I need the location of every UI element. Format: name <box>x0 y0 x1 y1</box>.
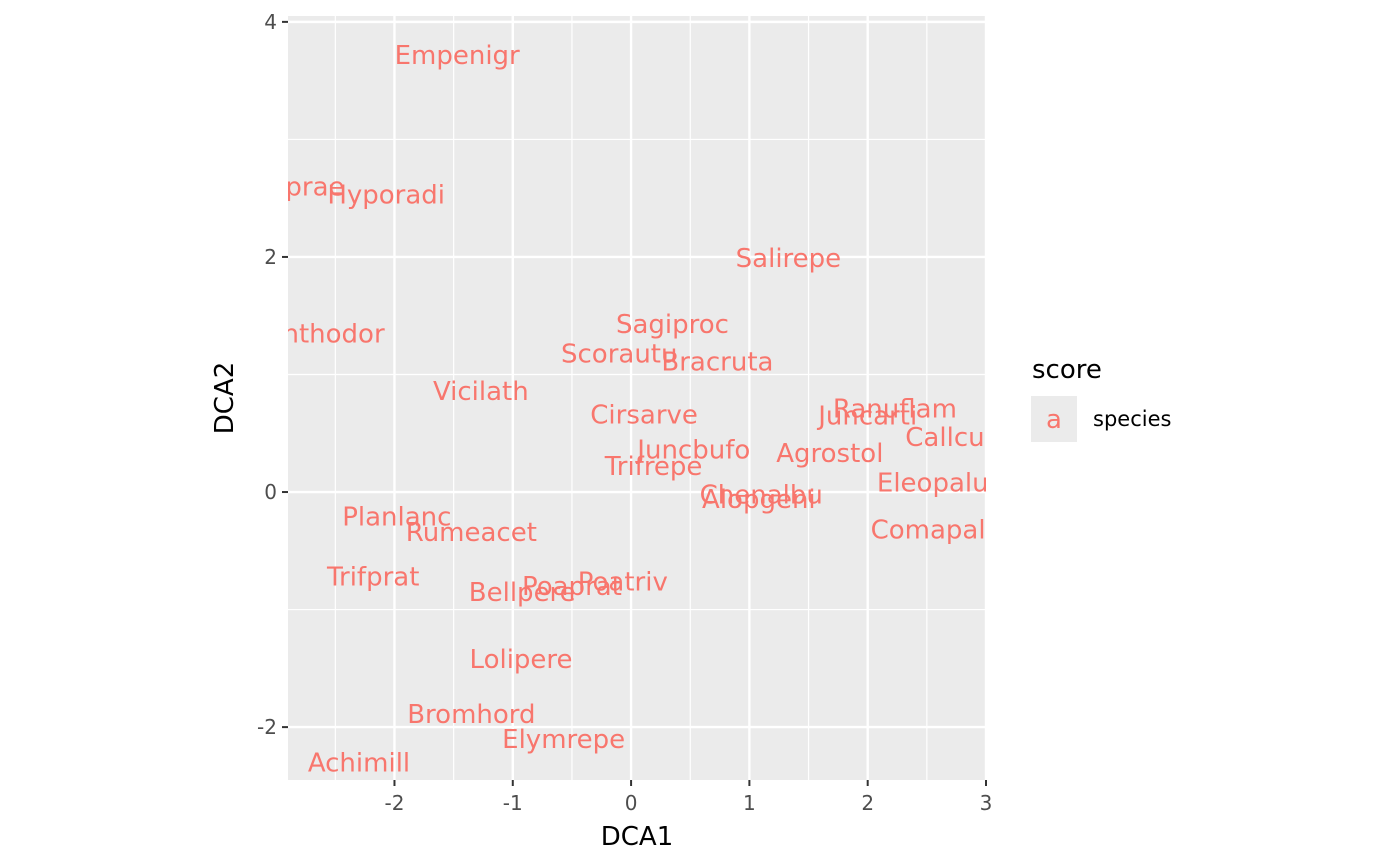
minor-gridlines <box>288 16 986 780</box>
species-point-label: Airaprae <box>234 172 345 202</box>
species-point-label: Salirepe <box>736 244 842 274</box>
legend-key <box>1031 396 1077 442</box>
x-tick-label: 2 <box>861 791 874 815</box>
species-point-label: Cirsarve <box>590 400 698 430</box>
species-point-label: Poaprat <box>522 572 622 602</box>
species-point-label: Elymrepe <box>502 725 625 755</box>
species-point-label: Planlanc <box>342 503 451 533</box>
species-point-label: Agrostol <box>776 439 883 469</box>
species-point-label: Anthodor <box>265 319 385 349</box>
species-point-label: Hyporadi <box>327 181 445 211</box>
legend-entry-label: species <box>1093 407 1171 431</box>
y-tick-label: 0 <box>264 480 277 504</box>
x-tick-label: 1 <box>743 791 756 815</box>
species-point-label: Callcusp <box>905 423 1014 453</box>
species-point-label: Ranuflam <box>833 395 957 425</box>
species-point-label: Bromhord <box>407 700 535 730</box>
legend: score a species <box>1031 355 1171 442</box>
species-point-label: Comapalu <box>871 516 1002 546</box>
species-point-label: Scorautu <box>561 339 677 369</box>
y-axis: -2 0 2 4 <box>257 10 288 739</box>
species-point-label: Vicilath <box>433 377 529 407</box>
species-point-label: Juncbufo <box>635 436 750 466</box>
species-point-label: Sagiproc <box>616 310 729 340</box>
y-axis-title: DCA2 <box>210 362 240 435</box>
species-point-label: Chenalbu <box>700 480 823 510</box>
species-point-label: Poatriv <box>578 567 668 597</box>
legend-key-glyph: a <box>1046 405 1062 435</box>
major-gridlines <box>288 16 988 780</box>
species-point-label: Trifprat <box>326 563 419 593</box>
species-point-label: Rumeacet <box>406 518 537 548</box>
x-tick-label: 0 <box>625 791 638 815</box>
x-axis: -2 -1 0 1 2 3 <box>384 780 992 815</box>
species-point-label: Trifrepe <box>604 452 703 482</box>
x-tick-label: -2 <box>384 791 404 815</box>
x-axis-title: DCA1 <box>601 822 674 852</box>
plot-panel <box>288 16 986 780</box>
species-point-label: Empenigr <box>395 41 520 71</box>
x-tick-label: 3 <box>980 791 993 815</box>
y-tick-label: 4 <box>264 10 277 34</box>
species-point-label: Eleopalu <box>877 469 989 499</box>
species-point-label: Juncarti <box>816 402 917 432</box>
species-point-label: Bracruta <box>661 348 773 378</box>
legend-title: score <box>1032 355 1102 385</box>
y-tick-label: 2 <box>264 245 277 269</box>
y-tick-label: -2 <box>257 715 277 739</box>
species-point-label: Alopgeni <box>702 485 816 515</box>
x-tick-label: -1 <box>503 791 523 815</box>
species-point-label: Achimill <box>308 748 410 778</box>
species-point-label: Bellpere <box>469 578 576 608</box>
species-point-label: Lolipere <box>470 645 573 675</box>
